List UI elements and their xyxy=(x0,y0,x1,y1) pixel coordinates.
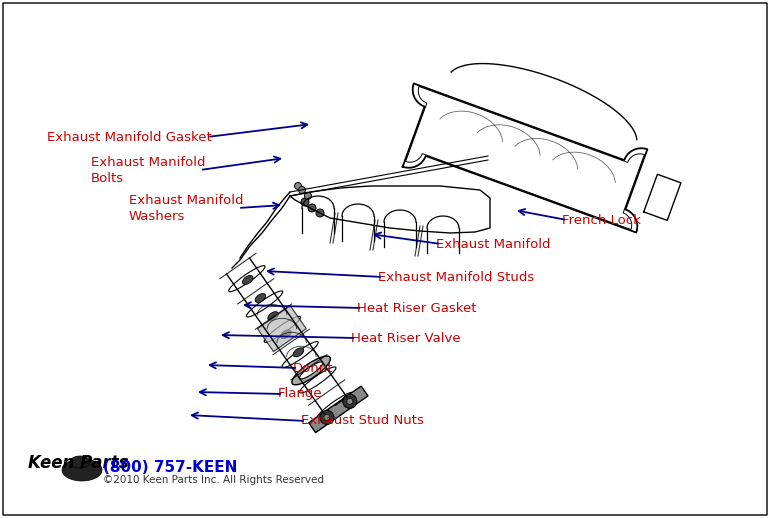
Circle shape xyxy=(320,410,334,424)
Ellipse shape xyxy=(243,276,253,284)
Ellipse shape xyxy=(255,294,266,303)
Circle shape xyxy=(316,209,324,217)
Text: Heat Riser Gasket: Heat Riser Gasket xyxy=(357,301,477,314)
Text: (800) 757-KEEN: (800) 757-KEEN xyxy=(103,461,237,476)
Text: Exhaust Stud Nuts: Exhaust Stud Nuts xyxy=(301,414,424,427)
Circle shape xyxy=(324,414,330,421)
Text: Donut: Donut xyxy=(293,362,333,375)
Polygon shape xyxy=(309,386,368,433)
Ellipse shape xyxy=(292,356,330,385)
Circle shape xyxy=(301,198,309,206)
Ellipse shape xyxy=(268,312,279,321)
Circle shape xyxy=(308,204,316,212)
Ellipse shape xyxy=(293,348,303,357)
Ellipse shape xyxy=(300,362,323,379)
Text: Flange: Flange xyxy=(278,387,323,400)
Circle shape xyxy=(294,182,302,190)
Polygon shape xyxy=(257,306,306,352)
Text: Exhaust Manifold Studs: Exhaust Manifold Studs xyxy=(378,270,534,283)
Ellipse shape xyxy=(70,456,90,468)
Text: Keen Parts: Keen Parts xyxy=(28,454,129,472)
Text: Exhaust Manifold
Bolts: Exhaust Manifold Bolts xyxy=(91,155,205,184)
Ellipse shape xyxy=(62,459,102,481)
Circle shape xyxy=(304,193,312,199)
Circle shape xyxy=(299,186,306,194)
Text: Exhaust Manifold
Washers: Exhaust Manifold Washers xyxy=(129,194,243,223)
Text: French Lock: French Lock xyxy=(562,213,641,226)
Text: ©2010 Keen Parts Inc. All Rights Reserved: ©2010 Keen Parts Inc. All Rights Reserve… xyxy=(103,475,324,485)
Circle shape xyxy=(346,398,353,405)
Text: Heat Riser Valve: Heat Riser Valve xyxy=(351,332,460,344)
Text: Exhaust Manifold: Exhaust Manifold xyxy=(436,237,551,251)
Text: Exhaust Manifold Gasket: Exhaust Manifold Gasket xyxy=(47,131,212,143)
Ellipse shape xyxy=(280,330,291,339)
Ellipse shape xyxy=(306,366,316,375)
Circle shape xyxy=(343,394,357,408)
